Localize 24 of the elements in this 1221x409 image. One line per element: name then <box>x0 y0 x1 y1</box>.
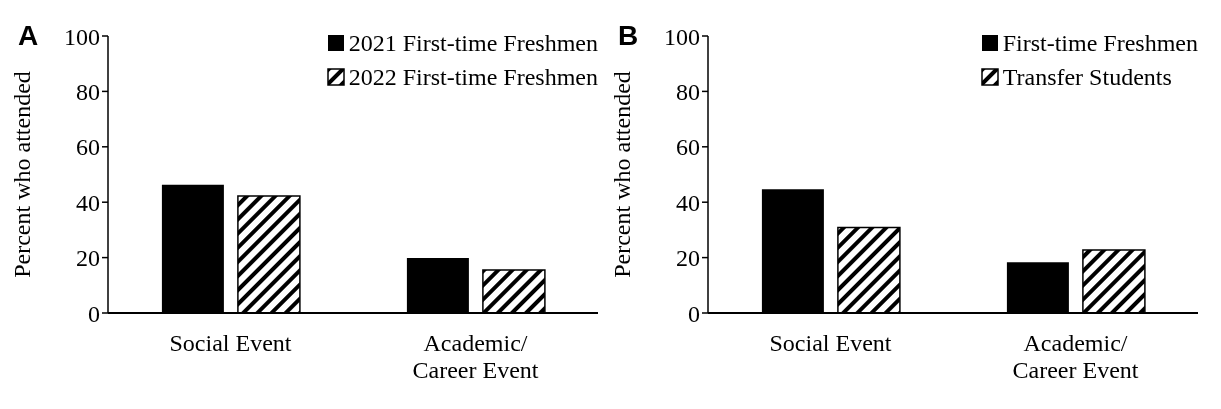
y-tick-label: 40 <box>76 189 100 216</box>
y-tick-label: 40 <box>676 189 700 216</box>
legend-label: 2022 First-time Freshmen <box>348 63 598 92</box>
y-tick-label: 20 <box>676 245 700 272</box>
chart-title: A <box>18 20 39 52</box>
y-axis-title: Percent who attended <box>8 71 35 278</box>
x-tick-label: Social Event <box>769 329 892 356</box>
legend-label: First-time Freshmen <box>1002 29 1198 58</box>
y-tick-label: 80 <box>676 78 700 105</box>
y-tick-label: 60 <box>676 134 700 161</box>
chart-title: B <box>618 20 639 52</box>
legend-label: Transfer Students <box>1002 63 1172 92</box>
y-tick-label: 20 <box>76 245 100 272</box>
y-tick-label: 0 <box>688 300 700 327</box>
y-tick-label: 100 <box>64 23 100 50</box>
y-tick-label: 0 <box>88 300 100 327</box>
x-tick-label: Academic/ Career Event <box>412 329 539 384</box>
x-tick-label: Academic/ Career Event <box>1012 329 1139 384</box>
legend-label: 2021 First-time Freshmen <box>348 29 598 58</box>
y-tick-label: 80 <box>76 78 100 105</box>
y-tick-label: 60 <box>76 134 100 161</box>
y-tick-label: 100 <box>664 23 700 50</box>
y-axis-title: Percent who attended <box>608 71 635 278</box>
x-tick-label: Social Event <box>169 329 292 356</box>
